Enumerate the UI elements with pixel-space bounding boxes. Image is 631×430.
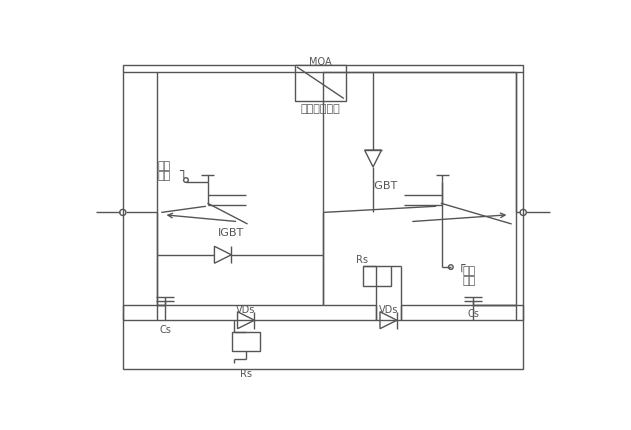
Text: 信号: 信号 (463, 276, 476, 286)
Text: 控制: 控制 (158, 160, 171, 170)
Text: 过电压吸收器: 过电压吸收器 (300, 104, 340, 114)
Text: VDs: VDs (237, 305, 256, 315)
Text: 控制: 控制 (463, 266, 476, 276)
Text: 信号: 信号 (158, 170, 171, 180)
Bar (232, 332, 260, 351)
Text: VDs: VDs (379, 305, 398, 315)
Bar (363, 267, 391, 286)
Text: IGBT: IGBT (372, 181, 398, 191)
Text: Rs: Rs (240, 368, 252, 378)
Bar (123, 65, 523, 369)
Text: Cs: Cs (467, 308, 479, 318)
Text: ┐: ┐ (179, 164, 187, 177)
Bar (295, 65, 346, 101)
Text: MOA: MOA (309, 57, 331, 68)
Text: Rs: Rs (355, 254, 367, 264)
Text: IGBT: IGBT (218, 227, 244, 237)
Text: Cs: Cs (159, 325, 171, 335)
Text: ┌: ┌ (457, 259, 465, 272)
